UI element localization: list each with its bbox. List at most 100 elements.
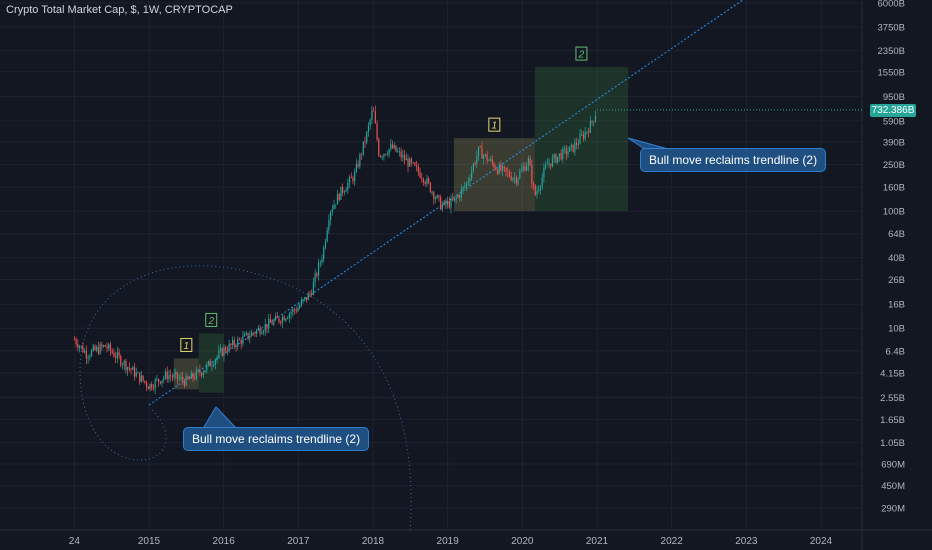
candle-body	[90, 350, 93, 357]
candle-body	[524, 166, 526, 171]
candle-body	[452, 198, 454, 201]
candle-body	[581, 134, 583, 136]
y-tick-label: 690M	[881, 459, 905, 470]
candle-body	[515, 177, 517, 184]
y-tick-label: 250B	[883, 160, 905, 171]
candle-body	[338, 193, 340, 200]
x-tick-label: 24	[69, 536, 81, 547]
y-axis[interactable]: 6000B 3750B 2350B 1550B 950B 590B 390B 250B 160B…	[878, 0, 906, 515]
box-label-frame	[180, 337, 193, 352]
candle-body	[414, 162, 416, 166]
x-tick-label: 2024	[810, 536, 833, 547]
trendline-line	[148, 0, 744, 406]
candle-body	[252, 332, 254, 334]
highlight-box	[534, 67, 629, 212]
candle-body	[311, 293, 313, 295]
candle-body	[476, 156, 478, 164]
candle-body	[457, 195, 459, 198]
x-tick-label: 2019	[437, 536, 460, 547]
candle-body	[526, 165, 528, 171]
candle-body	[133, 367, 136, 377]
candle-body	[477, 146, 480, 157]
candle-body	[522, 166, 524, 170]
candle-body	[221, 348, 223, 356]
callout-left-pointer	[203, 406, 237, 429]
candle-body	[410, 158, 413, 163]
candle-body	[183, 380, 186, 386]
candle-body	[586, 131, 588, 133]
candle-body	[319, 262, 321, 264]
y-tick-label: 3750B	[878, 22, 905, 33]
candle-body	[257, 327, 259, 330]
candle-body	[471, 170, 473, 179]
candle-body	[371, 110, 373, 120]
candle-body	[242, 336, 244, 344]
candle-body	[563, 148, 566, 150]
candle-body	[111, 350, 113, 353]
callout-left[interactable]: Bull move reclaims trendline (2)	[183, 427, 370, 451]
candle-body	[520, 169, 523, 172]
candle-body	[268, 319, 270, 329]
candle-body	[94, 346, 96, 351]
candle-body	[397, 151, 399, 153]
candle-body	[407, 158, 409, 167]
candle-body	[527, 158, 530, 166]
candle-body	[538, 189, 540, 191]
candle-body	[82, 345, 84, 353]
candle-body	[250, 332, 253, 337]
box-label-frame	[575, 46, 588, 61]
candle-body	[495, 168, 497, 170]
candle-body	[115, 356, 117, 358]
candle-body	[531, 165, 533, 184]
candle-body	[283, 316, 285, 321]
candle-body	[483, 155, 485, 159]
candle-body	[398, 151, 401, 153]
candle-body	[302, 299, 304, 301]
callout-right[interactable]: Bull move reclaims trendline (2)	[640, 148, 827, 172]
candle-body	[92, 346, 94, 351]
y-tick-label: 100B	[883, 207, 905, 218]
candle-body	[116, 352, 118, 358]
candle-body	[218, 350, 220, 357]
candle-body	[343, 191, 345, 193]
x-axis[interactable]: 24 2015 2016 2017 2018 2019 2020 2021 2022 2023 20…	[69, 536, 833, 547]
candle-body	[175, 372, 177, 374]
candle-body	[207, 360, 210, 365]
callout-right-pointer	[627, 137, 669, 151]
candle-body	[168, 375, 170, 379]
candle-body	[594, 116, 597, 122]
candle-body	[235, 345, 237, 347]
candle-body	[479, 146, 481, 148]
candle-body	[348, 176, 351, 183]
price-candles	[73, 105, 862, 394]
candle-body	[228, 343, 230, 352]
candle-body	[428, 178, 430, 183]
candle-body	[233, 340, 235, 346]
candle-body	[192, 373, 194, 379]
candle-body	[292, 309, 294, 313]
candle-body	[326, 230, 328, 242]
candle-body	[434, 198, 437, 200]
candle-body	[266, 324, 268, 329]
y-tick-label: 10B	[888, 324, 905, 335]
candle-body	[312, 282, 315, 295]
candle-body	[194, 378, 196, 379]
candle-body	[505, 167, 507, 172]
candle-body	[378, 139, 380, 156]
y-tick-label: 390B	[883, 137, 905, 148]
candle-body	[367, 125, 370, 133]
candle-body	[551, 157, 554, 167]
y-tick-label: 1550B	[878, 67, 905, 78]
candle-body	[354, 171, 356, 182]
y-tick-label: 4.15B	[880, 368, 905, 379]
box-label: 2	[207, 316, 214, 327]
candle-body	[96, 347, 98, 351]
candle-body	[558, 153, 560, 157]
candle-body	[254, 333, 256, 335]
candle-body	[197, 369, 199, 371]
candle-body	[280, 321, 282, 323]
candle-body	[142, 375, 144, 381]
candle-body	[328, 219, 330, 231]
candle-body	[395, 145, 397, 152]
